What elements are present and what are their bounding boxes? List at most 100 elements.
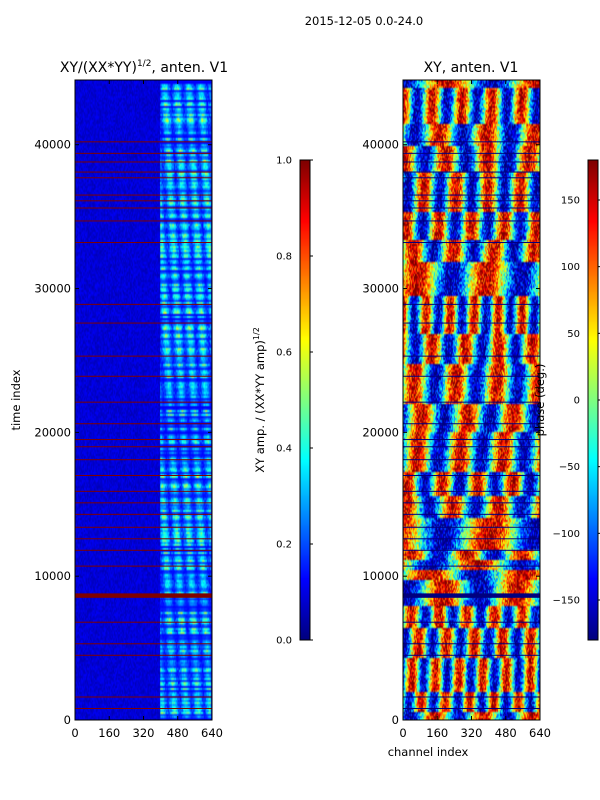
- figure-suptitle: 2015-12-05 0.0-24.0: [305, 14, 424, 28]
- right-ytick-label: 0: [392, 713, 399, 727]
- left-flagged-row: [75, 303, 212, 305]
- left-flagged-row: [75, 375, 212, 377]
- right-flagged-row: [403, 502, 540, 504]
- left-colorbar-tick-label: 0.6: [276, 348, 292, 359]
- left-flagged-row: [75, 446, 212, 448]
- left-flagged-row: [75, 459, 212, 461]
- right-flagged-row: [403, 141, 540, 143]
- left-y-axis-ticks: 0 10000 20000 30000 40000: [34, 138, 212, 727]
- left-ytick-label: 20000: [34, 425, 71, 439]
- left-heatmap-image: [75, 80, 212, 720]
- left-flagged-row: [75, 593, 212, 597]
- left-x-axis-ticks: 0 160 320 480 640: [71, 80, 223, 740]
- right-xlabel: channel index: [388, 745, 469, 759]
- right-flagged-row: [403, 643, 540, 645]
- left-flagged-row: [75, 220, 212, 222]
- left-xtick-label: 160: [98, 726, 120, 740]
- right-colorbar-gradient: [588, 160, 598, 640]
- right-flagged-row: [403, 439, 540, 441]
- right-flagged-row: [403, 242, 540, 244]
- right-xtick-label: 320: [461, 726, 483, 740]
- left-ytick-label: 10000: [34, 569, 71, 583]
- right-colorbar-label: phase (deg.): [533, 364, 547, 437]
- right-ytick-label: 40000: [362, 138, 399, 152]
- right-flagged-row: [403, 475, 540, 477]
- left-flagged-row: [75, 141, 212, 143]
- right-title: XY, anten. V1: [424, 60, 519, 76]
- left-flagged-row: [75, 502, 212, 504]
- right-panel: XY, anten. V1 0 160 320 480 640 0 10000 20000 3…: [362, 60, 551, 759]
- right-flagged-row: [403, 220, 540, 222]
- right-flagged-row: [403, 303, 540, 305]
- right-flagged-row: [403, 654, 540, 656]
- left-colorbar-tick-label: 0.8: [276, 252, 292, 263]
- right-flagged-row: [403, 696, 540, 698]
- left-flagged-row: [75, 200, 212, 202]
- left-flagged-row: [75, 161, 212, 163]
- right-x-axis-ticks: 0 160 320 480 640: [399, 80, 551, 740]
- left-flagged-row: [75, 707, 212, 709]
- right-colorbar-tick-label: 50: [567, 329, 580, 340]
- right-colorbar-tick-label: 150: [561, 196, 580, 207]
- right-flagged-row: [403, 707, 540, 709]
- left-xtick-label: 640: [201, 726, 223, 740]
- right-flagged-row: [403, 459, 540, 461]
- right-heatmap-image: [403, 80, 540, 720]
- left-colorbar-gradient: [300, 160, 310, 640]
- left-flagged-row: [75, 696, 212, 698]
- right-colorbar-tick-label: −50: [559, 462, 580, 473]
- left-colorbar-frame: [299, 159, 311, 641]
- right-flagged-row: [403, 355, 540, 357]
- left-colorbar-tick-label: 0.4: [276, 444, 292, 455]
- right-flagged-row: [403, 152, 540, 154]
- left-ytick-label: 0: [64, 713, 71, 727]
- left-ytick-label: 30000: [34, 282, 71, 296]
- right-flagged-row: [403, 177, 540, 179]
- right-flagged-row: [403, 565, 540, 567]
- left-colorbar-tick-label: 0.0: [276, 636, 292, 647]
- left-flagged-row: [75, 207, 212, 209]
- left-flagged-row: [75, 565, 212, 567]
- left-flagged-row: [75, 401, 212, 403]
- left-panel: XY/(XX*YY)1/2, anten. V1 0 160 320 480 640 0…: [9, 59, 228, 740]
- left-flagged-row: [75, 643, 212, 645]
- left-flagged-row: [75, 538, 212, 540]
- right-y-axis-ticks: 0 10000 20000 30000 40000: [362, 138, 540, 727]
- left-flagged-row: [75, 322, 212, 324]
- left-flagged-row: [75, 242, 212, 244]
- right-flagged-row: [403, 513, 540, 515]
- right-ytick-label: 10000: [362, 569, 399, 583]
- right-flagged-row: [403, 171, 540, 173]
- left-colorbar-label: XY amp. / (XX*YY amp)1/2: [252, 327, 267, 473]
- right-flagged-row: [403, 490, 540, 492]
- left-flagged-row: [75, 355, 212, 357]
- left-flagged-row: [75, 423, 212, 425]
- left-flagged-row: [75, 549, 212, 551]
- right-flagged-row: [403, 207, 540, 209]
- right-flagged-row: [403, 549, 540, 551]
- right-ytick-label: 30000: [362, 282, 399, 296]
- right-flagged-row: [403, 161, 540, 163]
- left-colorbar-ticks: 0.0 0.2 0.4 0.6 0.8 1.0: [276, 156, 313, 647]
- right-colorbar-tick-label: 0: [574, 396, 580, 407]
- right-flagged-row: [403, 200, 540, 202]
- left-xtick-label: 0: [71, 726, 78, 740]
- left-flagged-row: [75, 171, 212, 173]
- right-flagged-row: [403, 423, 540, 425]
- right-flagged-row: [403, 526, 540, 528]
- right-flagged-row: [403, 194, 540, 196]
- left-colorbar-tick-label: 1.0: [276, 156, 292, 167]
- left-flagged-row: [75, 526, 212, 528]
- left-flagged-row: [75, 177, 212, 179]
- left-ylabel: time index: [9, 369, 23, 430]
- right-xtick-label: 160: [426, 726, 448, 740]
- left-flagged-row: [75, 513, 212, 515]
- right-flagged-row: [403, 322, 540, 324]
- left-flagged-row: [75, 654, 212, 656]
- left-flagged-row: [75, 194, 212, 196]
- left-flagged-row: [75, 152, 212, 154]
- left-xtick-label: 320: [133, 726, 155, 740]
- left-flagged-row: [75, 475, 212, 477]
- right-flagged-rows: [403, 141, 540, 709]
